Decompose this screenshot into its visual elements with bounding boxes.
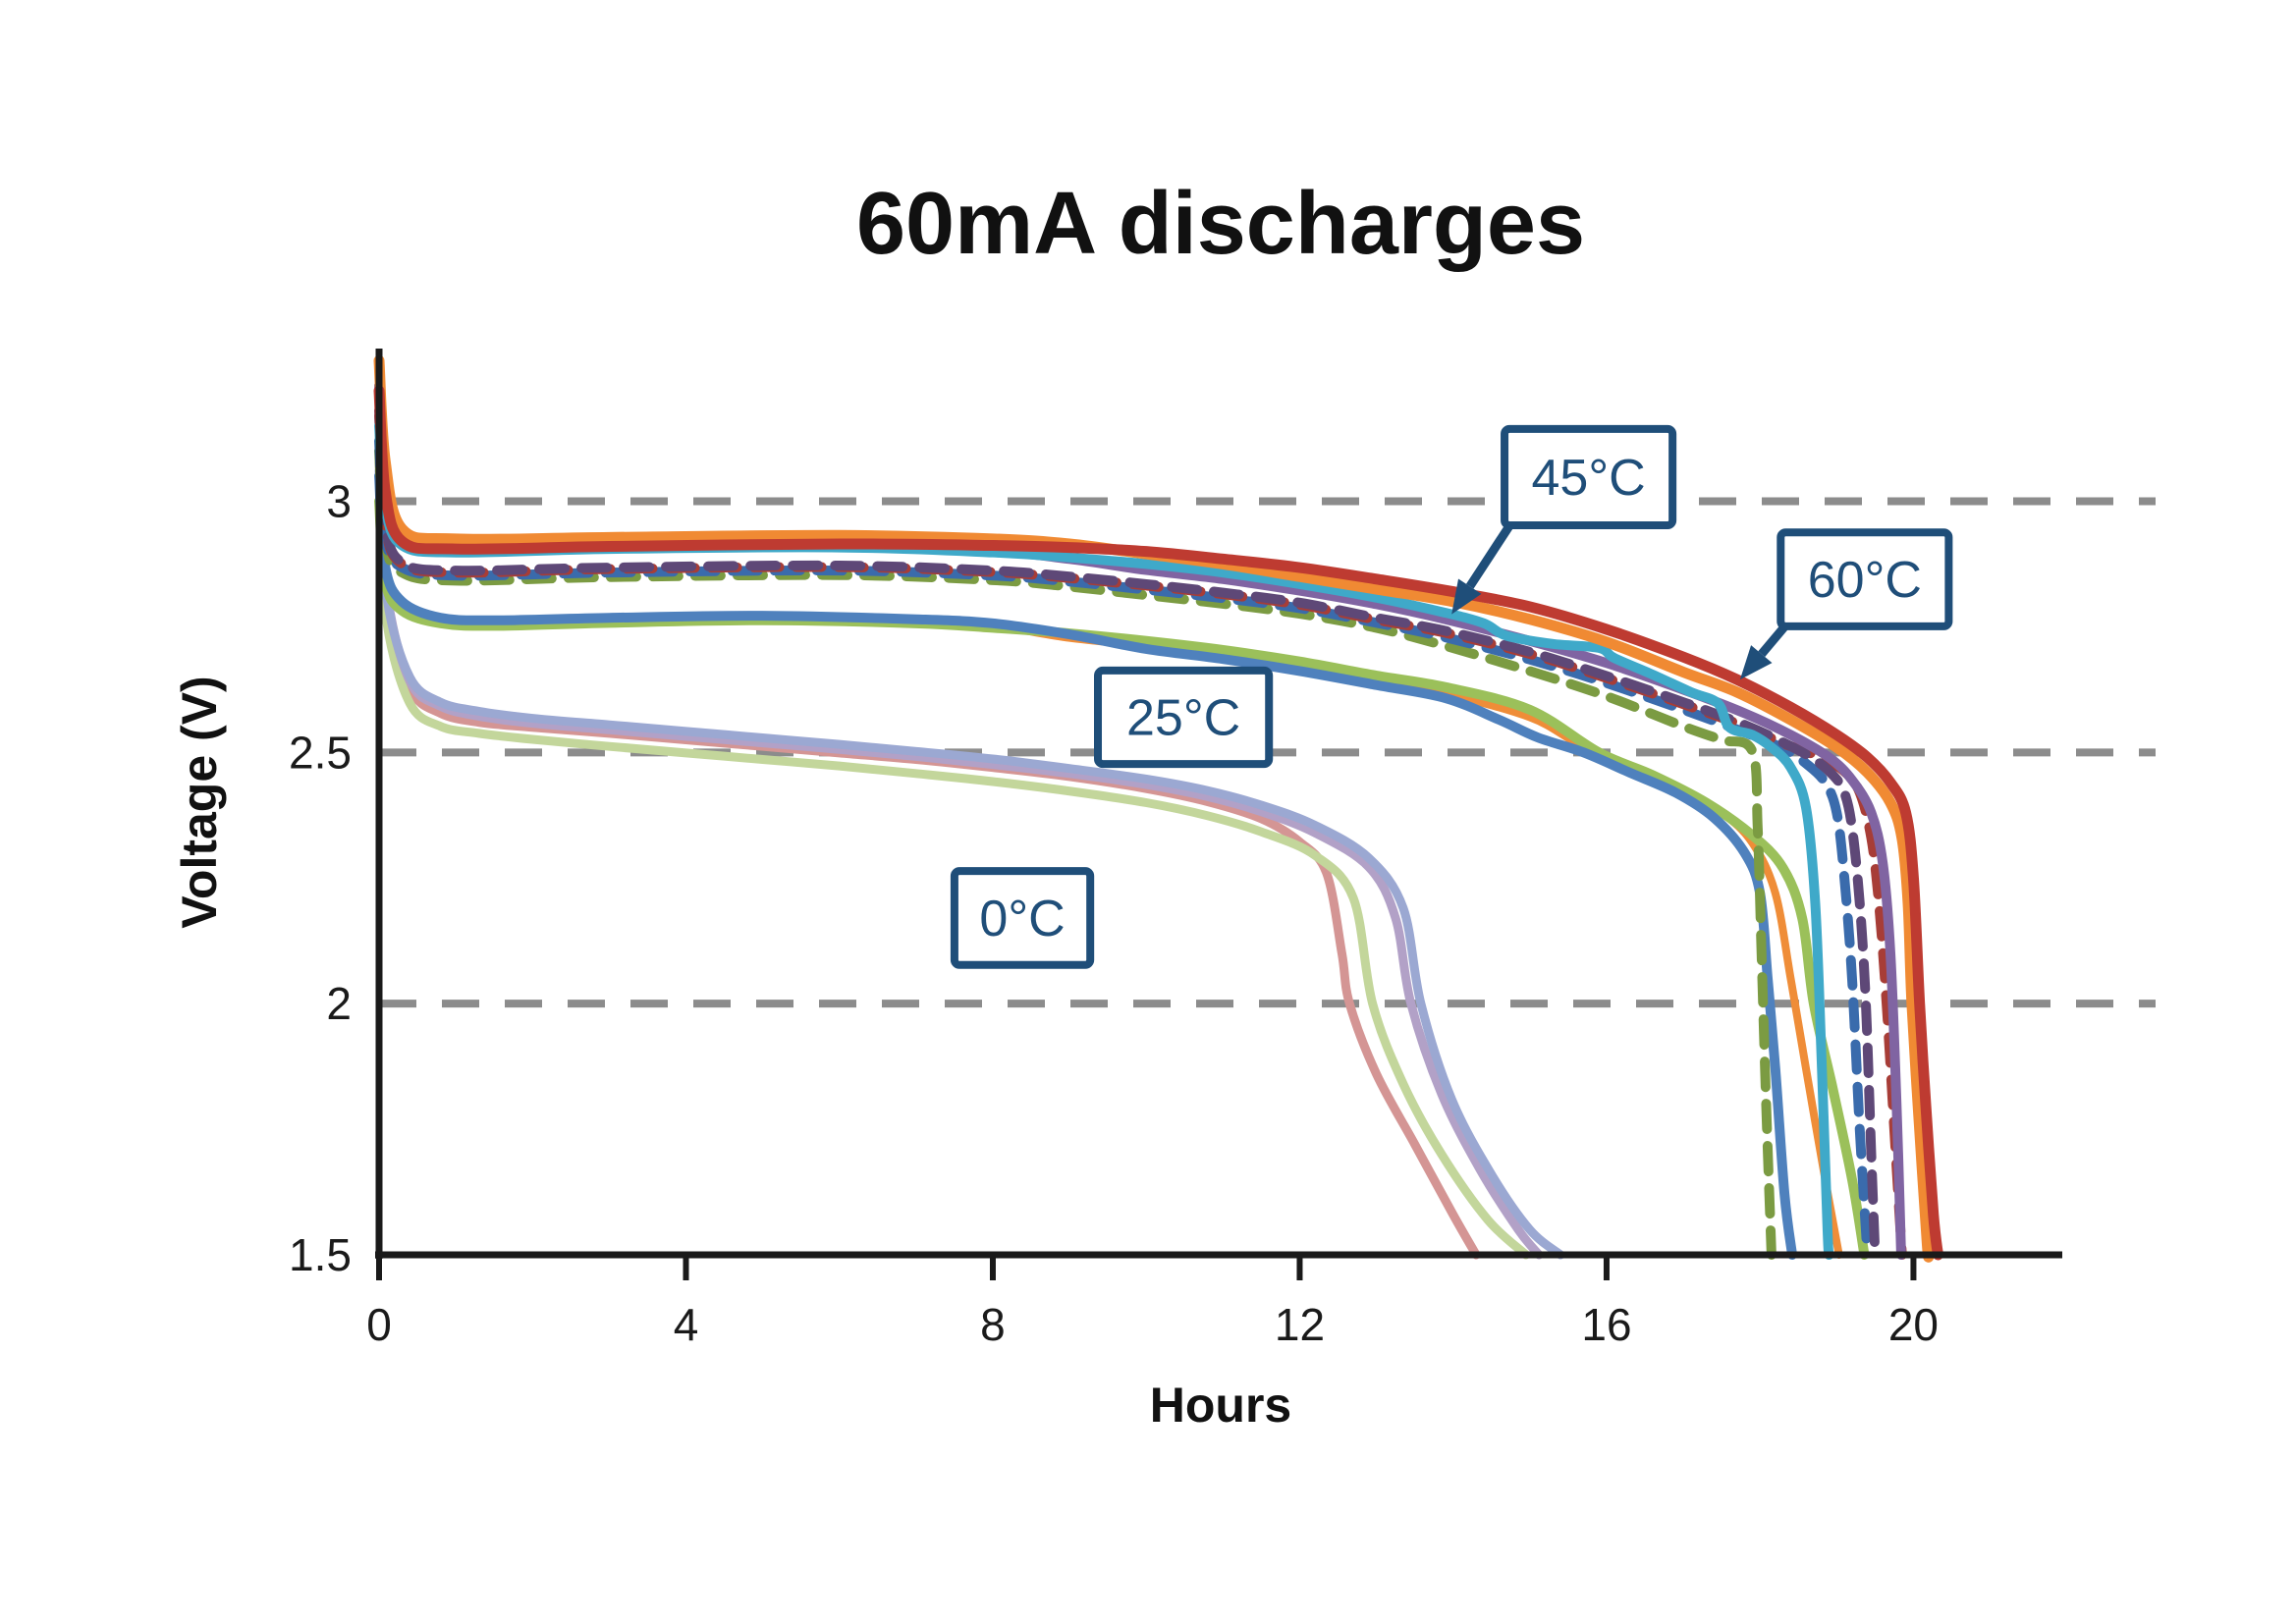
callout-box <box>1501 424 1677 530</box>
callout-box <box>950 867 1095 969</box>
series-cell-25C-orange <box>375 487 1843 1259</box>
x-axis-label: Hours <box>1150 1378 1291 1433</box>
x-tick-label-0: 0 <box>366 1299 392 1350</box>
y-axis-label: Voltage (V) <box>172 676 227 928</box>
series-cell-60C-orange <box>373 354 1935 1263</box>
callout-arrow-line <box>1758 623 1789 658</box>
callout-45°C: 45°C <box>1451 424 1677 615</box>
y-tick-label-2: 2 <box>326 978 352 1029</box>
callout-arrow-line <box>1465 523 1513 589</box>
callout-box <box>1777 528 1953 630</box>
callout-label: 0°C <box>979 891 1065 947</box>
callout-0°C: 0°C <box>950 867 1095 969</box>
series-cell-0C-blue <box>374 466 1565 1260</box>
x-tick-label-8: 8 <box>980 1299 1006 1350</box>
y-tick-label-2.5: 2.5 <box>289 727 352 778</box>
x-tick-label-16: 16 <box>1581 1299 1631 1350</box>
x-tick-label-12: 12 <box>1275 1299 1325 1350</box>
series-cell-45C-dashed-purple <box>374 406 1881 1260</box>
callout-60°C: 60°C <box>1739 528 1953 680</box>
callout-25°C: 25°C <box>1094 666 1274 769</box>
axes <box>375 349 2062 1280</box>
x-tick-label-20: 20 <box>1888 1299 1939 1350</box>
y-tick-label-1.5: 1.5 <box>289 1229 352 1280</box>
callout-box <box>1094 666 1274 769</box>
annotations: 45°C 60°C 25°C 0°C <box>950 424 1953 969</box>
chart-title: 60mA discharges <box>856 175 1585 273</box>
callout-arrowhead <box>1739 645 1773 680</box>
series-cell-60C-red <box>373 385 1943 1261</box>
series-cell-25C-green <box>374 496 1870 1260</box>
series-cell-0C-green <box>374 497 1531 1260</box>
x-tick-label-4: 4 <box>674 1299 699 1350</box>
callout-label: 60°C <box>1808 552 1922 609</box>
y-tick-label-3: 3 <box>326 476 352 527</box>
callout-label: 45°C <box>1532 450 1646 507</box>
series-cell-0C-lavender <box>374 457 1544 1260</box>
series-lines <box>373 354 1943 1263</box>
callout-label: 25°C <box>1126 690 1240 747</box>
callout-arrowhead <box>1451 578 1482 615</box>
tick-labels: 0 4 8 12 16 20 1.5 2 2.5 3 <box>289 476 1939 1351</box>
